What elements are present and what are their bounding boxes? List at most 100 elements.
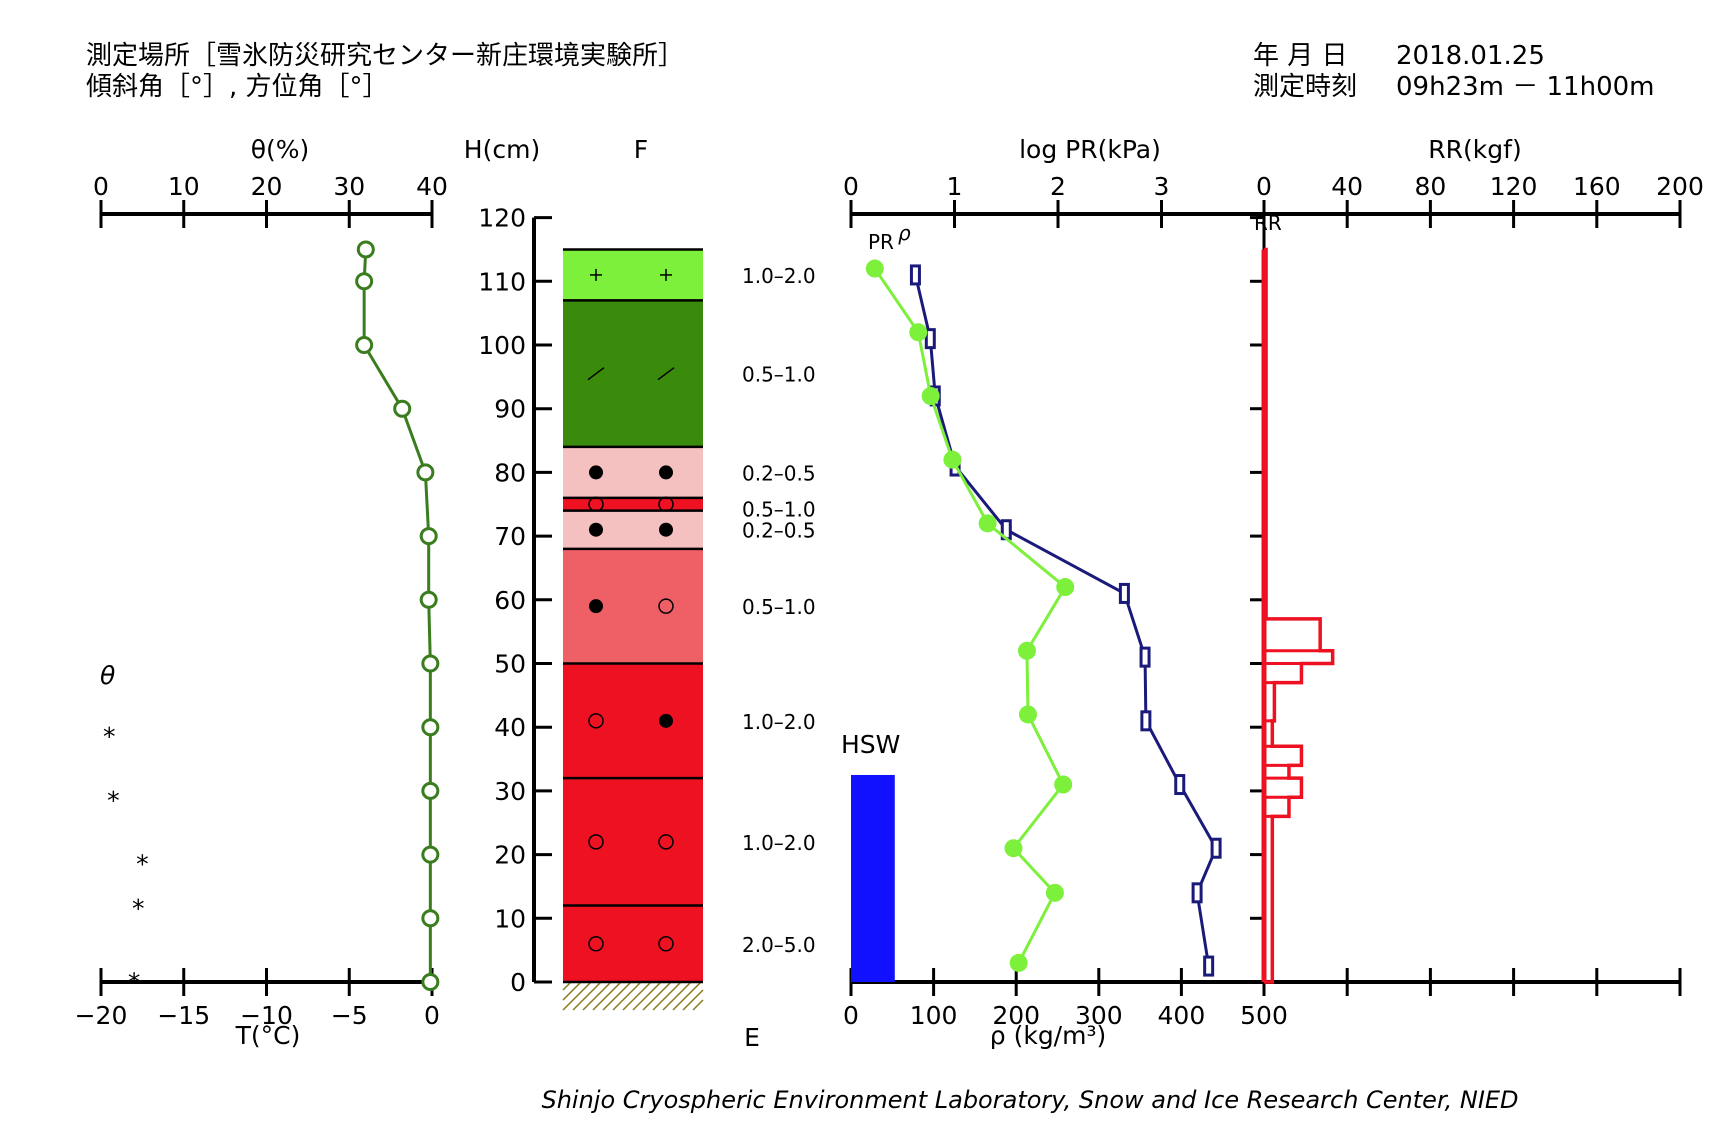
pr-point: [943, 450, 962, 469]
grain-shape-symbol: [589, 599, 603, 614]
grain-size-label: 1.0–2.0: [742, 264, 816, 288]
temperature-point: [356, 240, 375, 259]
rr-tick-label: 40: [1331, 172, 1363, 201]
grain-size-label: 1.0–2.0: [742, 710, 816, 734]
temperature-point: [421, 781, 440, 800]
density-tick-label: 400: [1158, 1001, 1206, 1030]
density-series-label: ρ: [898, 221, 911, 245]
pr-series-label: PR: [868, 230, 894, 254]
pr-point: [1004, 839, 1023, 858]
height-axis-title: H(cm): [464, 135, 540, 164]
pr-axis-title: log PR(kPa): [1019, 135, 1161, 164]
snow-layer: [563, 663, 703, 779]
ground-hatch-line: [562, 981, 592, 1011]
theta-tick-label: 30: [333, 172, 365, 201]
grain-size-label: 0.2–0.5: [742, 461, 816, 485]
theta-legend-label: θ: [100, 661, 115, 690]
rr-tick-label: 0: [1256, 172, 1272, 201]
grain-shape-symbol: [588, 936, 604, 952]
temperature-tick-label: −5: [331, 1001, 368, 1030]
grain-shape-symbol: [589, 522, 603, 537]
ground-hatch-line: [662, 981, 692, 1011]
pr-tick-label: 0: [843, 172, 859, 201]
density-axis-title: ρ (kg/m³): [990, 1021, 1106, 1050]
theta-point: *: [136, 850, 149, 879]
density-line: [913, 274, 1218, 967]
pr-point: [1054, 775, 1073, 794]
layer-header: F: [634, 135, 648, 164]
ground-hatch-line: [562, 981, 582, 1001]
grain-shape-symbol: [657, 367, 675, 381]
grain-shape-symbol: [588, 834, 604, 850]
theta-point: *: [132, 894, 145, 923]
height-tick-label: 120: [478, 204, 526, 233]
snow-layer: [563, 778, 703, 906]
pr-point: [978, 514, 997, 533]
ground-label: E: [744, 1023, 760, 1052]
ground-hatch-line: [562, 981, 572, 991]
pr-point: [1009, 953, 1028, 972]
temperature-point: [421, 845, 440, 864]
pr-density-panel: 0 1 2 3 0 100 200 300 400 500: [843, 172, 1680, 1030]
height-tick-label: 90: [494, 395, 526, 424]
snow-layer: [563, 300, 703, 447]
time-label: 測定時刻: [1253, 72, 1357, 102]
density-point: [909, 264, 921, 286]
density-point: [1139, 646, 1151, 668]
density-tick-label: 300: [1075, 1001, 1123, 1030]
grain-size-label: 2.0–5.0: [742, 933, 816, 957]
pr-point: [1056, 578, 1075, 597]
pr-point: [865, 259, 884, 278]
grain-shape-symbol: [587, 367, 605, 381]
theta-point: *: [128, 967, 141, 996]
temperature-axis-title: T(°C): [235, 1021, 301, 1050]
ground-hatch-line: [592, 981, 622, 1011]
grain-shape-symbol: [588, 713, 604, 729]
ground-hatch-line: [652, 981, 682, 1011]
temperature-point: [355, 336, 374, 354]
theta-tick-label: 10: [168, 172, 200, 201]
density-point: [1118, 582, 1130, 604]
theta-tick-label: 0: [93, 172, 109, 201]
grain-size-label: 0.5–1.0: [742, 497, 816, 521]
height-tick-label: 50: [494, 650, 526, 679]
ground-hatch-line: [582, 981, 612, 1011]
rr-axis-title: RR(kgf): [1428, 135, 1521, 164]
density-point: [1191, 882, 1203, 904]
grain-size-label: 0.5–1.0: [742, 595, 816, 619]
pr-tick-label: 1: [947, 172, 963, 201]
ram-resistance-panel: 0 40 80 120 160 200: [1250, 172, 1704, 996]
temperature-tick-label: −10: [240, 1001, 293, 1030]
grain-shape-symbol: [659, 522, 673, 537]
grain-shape-symbol: [659, 465, 673, 480]
height-tick-label: 0: [510, 968, 526, 997]
density-point: [1140, 710, 1152, 732]
ground-hatch-line: [682, 989, 704, 1011]
snow-layer: [563, 548, 703, 664]
rr-tick-label: 120: [1490, 172, 1538, 201]
density-tick-label: 100: [910, 1001, 958, 1030]
theta-temperature-panel: 0 10 20 30 40 −20 −15 −10 −5 0 * * * * *: [75, 172, 448, 1030]
ground-hatch-line: [602, 981, 632, 1011]
theta-point: *: [103, 722, 116, 751]
temperature-point: [421, 973, 440, 991]
height-tick-label: 80: [494, 458, 526, 487]
ground-hatch-line: [692, 999, 704, 1011]
temperature-point: [421, 909, 440, 928]
snow-layer: [563, 249, 703, 301]
pr-line: [873, 267, 1068, 964]
density-point: [1203, 955, 1215, 977]
pr-tick-label: 3: [1154, 172, 1170, 201]
theta-point: *: [107, 786, 120, 815]
temperature-tick-label: 0: [424, 1001, 440, 1030]
density-tick-label: 200: [992, 1001, 1040, 1030]
time-value: 09h23m － 11h00m: [1396, 72, 1654, 102]
theta-tick-label: 40: [416, 172, 448, 201]
height-tick-label: 30: [494, 777, 526, 806]
density-tick-label: 500: [1240, 1001, 1288, 1030]
footer-credit: Shinjo Cryospheric Environment Laborator…: [541, 1086, 1518, 1114]
ground-hatch-line: [632, 981, 662, 1011]
density-point: [924, 328, 936, 350]
pr-tick-label: 2: [1050, 172, 1066, 201]
rr-tick-label: 80: [1414, 172, 1446, 201]
